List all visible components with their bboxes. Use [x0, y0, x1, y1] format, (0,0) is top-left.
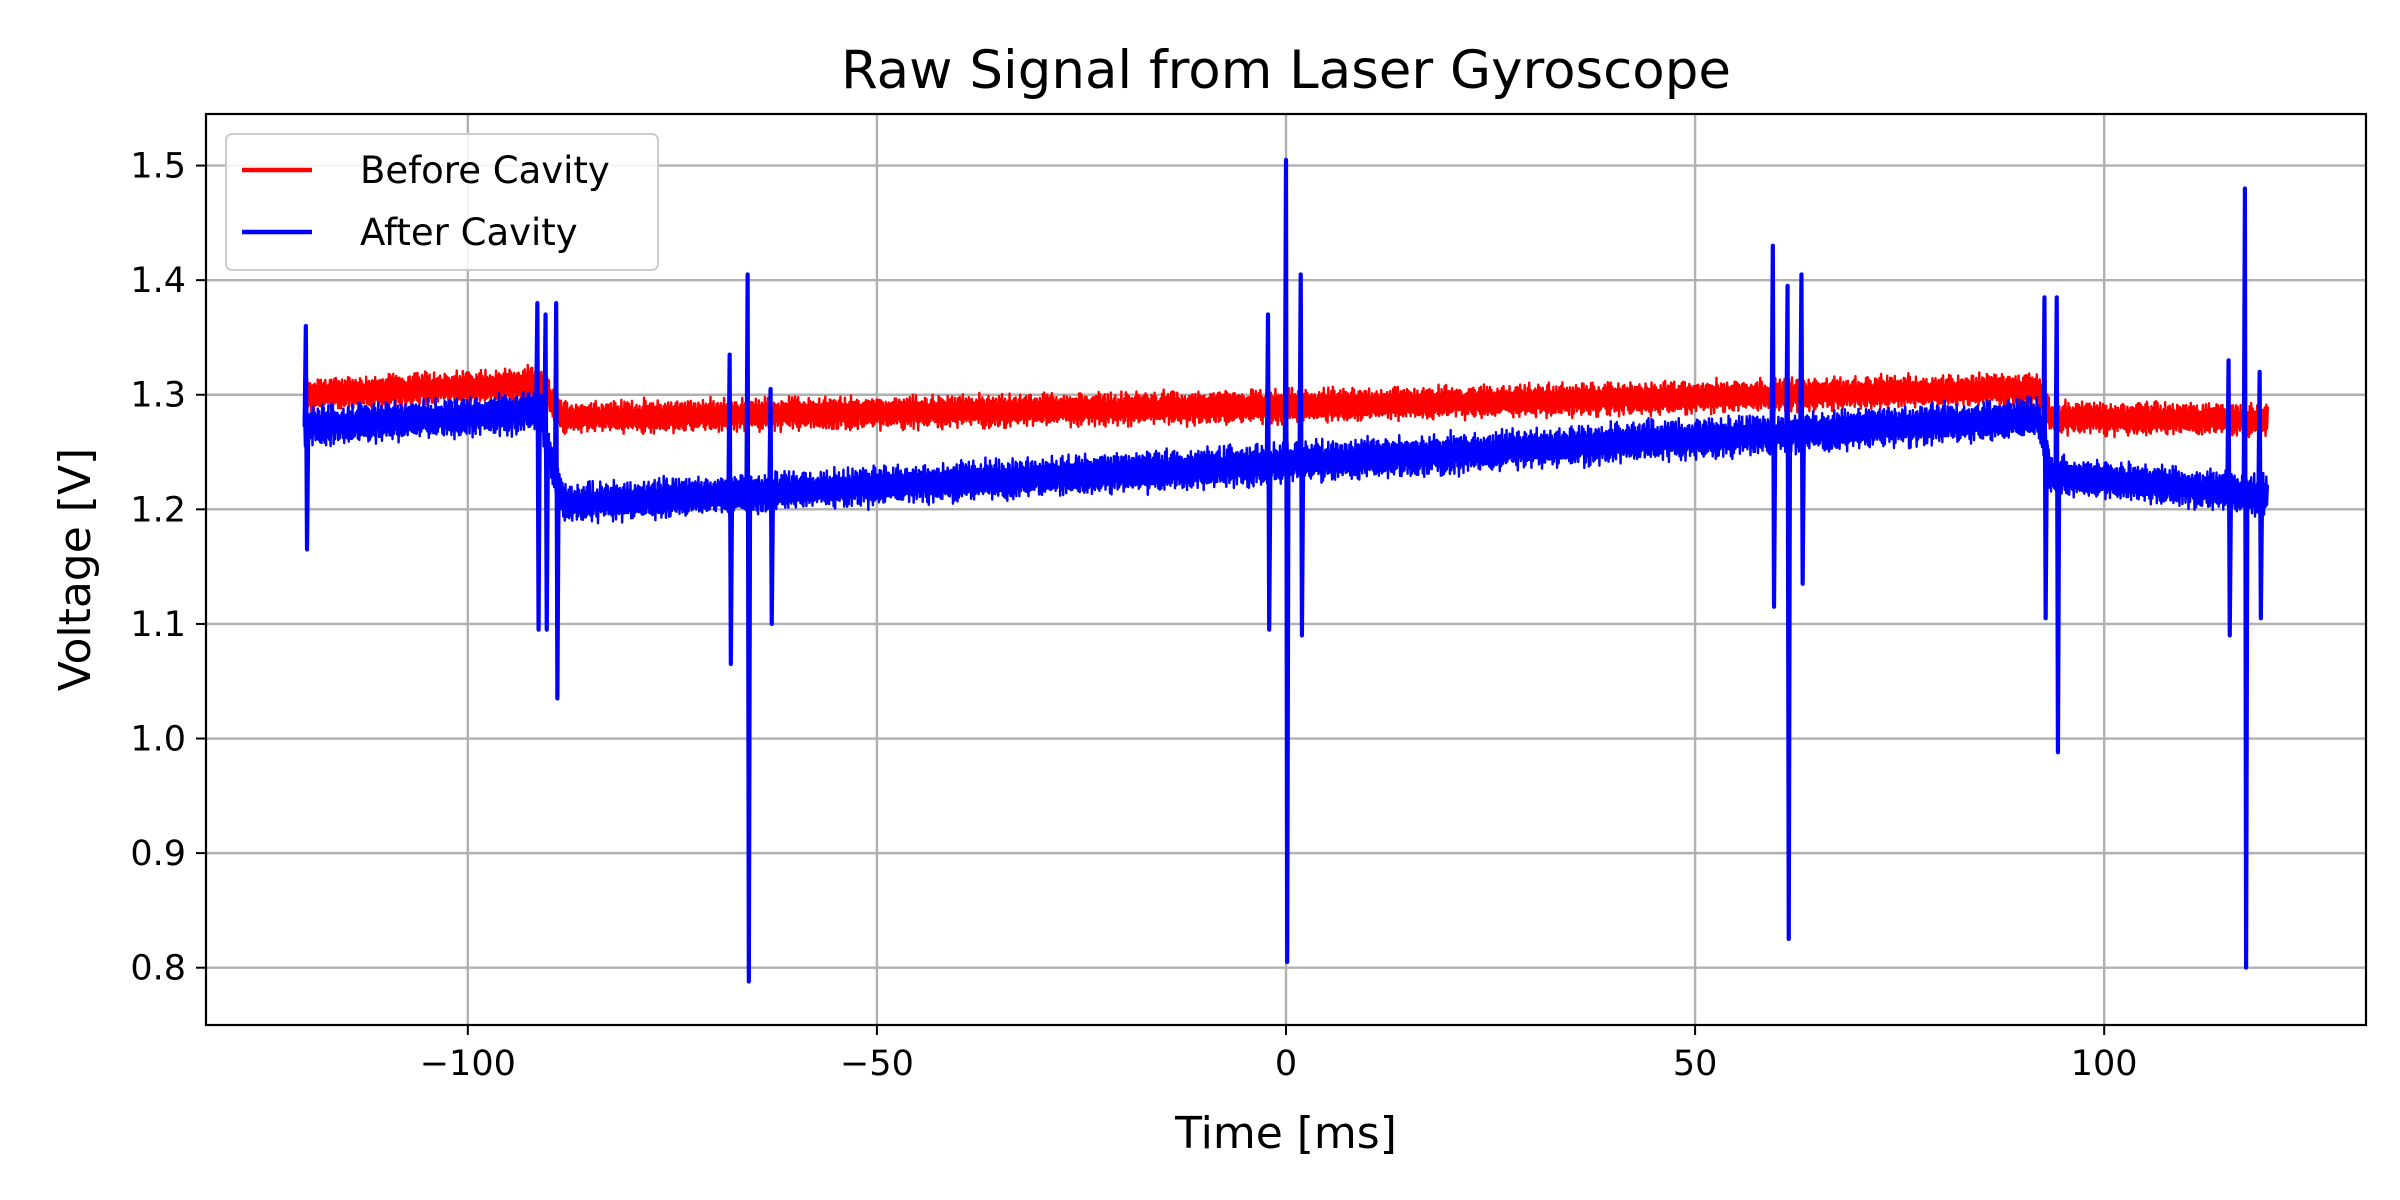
- spike: [302, 323, 311, 552]
- y-tick-label: 1.0: [130, 720, 186, 760]
- spike: [1282, 157, 1291, 965]
- spike: [2241, 186, 2250, 970]
- y-tick-label: 1.2: [130, 490, 186, 530]
- spike: [726, 352, 735, 667]
- x-tick-label: 0: [1275, 1044, 1297, 1084]
- spike: [2041, 295, 2049, 621]
- y-tick-label: 1.1: [130, 605, 186, 645]
- y-tick-label: 0.9: [130, 834, 186, 874]
- x-tick-label: −100: [420, 1044, 516, 1084]
- y-tick-label: 1.4: [130, 261, 186, 301]
- spike: [2225, 358, 2234, 638]
- series-after-cavity: [302, 157, 2270, 984]
- chart-title: Raw Signal from Laser Gyroscope: [841, 40, 1731, 101]
- legend-label: Before Cavity: [360, 149, 610, 192]
- series-layer: [302, 157, 2270, 984]
- legend: Before Cavity After Cavity: [225, 133, 659, 271]
- spike: [1798, 272, 1806, 586]
- y-axis-label: Voltage [V]: [50, 448, 101, 691]
- x-tick-label: 100: [2071, 1044, 2138, 1084]
- spike: [1264, 312, 1273, 632]
- y-tick-label: 1.3: [130, 376, 186, 416]
- legend-box: [225, 133, 659, 271]
- tick-layer: −100 −50 0 50 100 0.8 0.9 1.0 1.1 1.2 1.3 1.4 1.5: [130, 147, 2137, 1084]
- spike: [534, 300, 542, 632]
- spike: [1297, 272, 1306, 638]
- spike: [542, 312, 551, 632]
- spike: [552, 300, 561, 701]
- spike: [767, 386, 776, 627]
- legend-label: After Cavity: [360, 211, 578, 254]
- y-tick-label: 0.8: [130, 949, 186, 989]
- spike: [1769, 243, 1778, 609]
- spike: [2053, 295, 2062, 755]
- spike: [744, 272, 753, 984]
- y-tick-label: 1.5: [130, 147, 186, 187]
- spike: [1784, 283, 1793, 942]
- x-axis-label: Time [ms]: [1174, 1108, 1397, 1159]
- x-tick-label: 50: [1673, 1044, 1718, 1084]
- spike: [2256, 369, 2265, 621]
- x-tick-label: −50: [840, 1044, 914, 1084]
